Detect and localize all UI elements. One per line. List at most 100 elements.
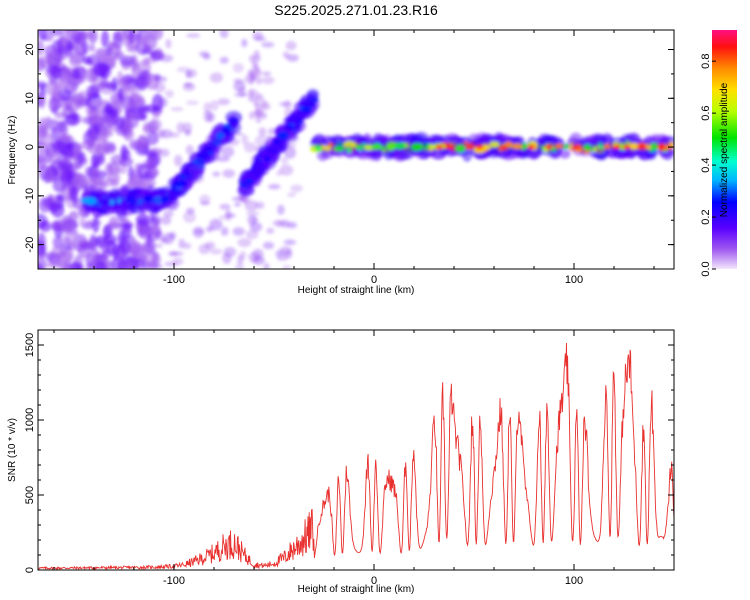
spectrogram-cell [234, 92, 248, 97]
spectrogram-cell [279, 164, 294, 176]
spectrogram-cell [121, 238, 131, 256]
spectrogram-cell [233, 80, 246, 93]
spectrogram-xlabel: Height of straight line (km) [298, 285, 415, 296]
spectrogram-cell [445, 145, 454, 150]
spectrogram-cell [279, 102, 292, 107]
spectrogram-cell [314, 145, 323, 151]
snr-line [38, 342, 674, 570]
spectrogram-cell [262, 241, 275, 250]
spectrogram-cell [583, 144, 592, 151]
spectrogram-cell [254, 167, 262, 173]
spectrogram-cell [219, 203, 231, 210]
spectrogram-cell [559, 148, 571, 159]
spectrogram-cell [264, 154, 271, 163]
spectrogram-cell [209, 72, 223, 83]
spectrogram-cell [262, 71, 272, 77]
spectrogram-cell [499, 145, 508, 150]
spectrogram-cell [38, 30, 48, 41]
spectrogram-cell [38, 240, 47, 256]
spectrogram-cell [333, 146, 346, 152]
colorbar-tick-label: 0.4 [700, 157, 712, 172]
spectrogram-cell [466, 145, 474, 150]
spectrogram-cell [61, 214, 74, 229]
spectrogram-cell [286, 54, 299, 62]
spectrogram-cell [67, 30, 78, 36]
spectrogram-cell [261, 76, 275, 85]
y-tick-label: 500 [24, 486, 36, 504]
spectrogram-cell [38, 81, 48, 89]
spectrogram-cell [411, 143, 424, 151]
spectrogram-cell [219, 30, 229, 39]
spectrogram-cell [216, 132, 225, 140]
spectrogram-cell [255, 115, 262, 124]
spectrogram-cell [657, 145, 666, 150]
spectrogram-cell [150, 119, 162, 131]
spectrogram-cell [176, 122, 185, 134]
spectrogram-cell [164, 261, 178, 267]
spectrogram-cell [84, 197, 97, 205]
spectrogram-cell [38, 39, 45, 56]
spectrogram-ylabel: Frequency (Hz) [7, 116, 18, 185]
spectrogram-cell [244, 200, 258, 212]
spectrogram-cell [266, 227, 275, 234]
spectrogram-cell [140, 110, 148, 121]
x-tick-label: -100 [163, 274, 185, 286]
spectrogram-cell [124, 256, 140, 269]
spectrogram-cell [279, 246, 292, 256]
spectrogram-cell [144, 163, 157, 170]
spectrogram-cell [636, 146, 648, 158]
spectrogram-blobs [38, 30, 674, 269]
spectrogram-cell [393, 142, 407, 149]
spectrogram-cell [103, 56, 118, 63]
spectrogram-cell [62, 232, 77, 246]
spectrogram-cell [183, 242, 192, 250]
snr-xlabel: Height of straight line (km) [298, 584, 415, 595]
y-tick-label: 1000 [24, 408, 36, 432]
spectrogram-cell [628, 143, 640, 150]
spectrogram-cell [143, 104, 159, 113]
spectrogram-cell [430, 147, 447, 160]
spectrogram-cell [224, 213, 236, 218]
spectrogram-cell [154, 230, 162, 238]
spectrogram-cell [96, 136, 109, 151]
spectrogram-cell [273, 139, 281, 145]
spectrogram-cell [90, 108, 99, 117]
spectrogram-cell [622, 145, 631, 150]
spectrogram-cell [79, 217, 86, 228]
spectrogram-cell [78, 90, 87, 105]
spectrogram-cell [346, 147, 353, 153]
spectrogram-cell [246, 211, 260, 216]
spectrogram-cell [277, 131, 290, 140]
spectrogram-cell [126, 45, 139, 53]
spectrogram-cell [223, 247, 237, 258]
spectrogram-cell [45, 116, 52, 124]
spectrogram-cell [126, 101, 137, 109]
spectrogram-cell [216, 156, 230, 162]
spectrogram-cell [70, 178, 79, 186]
spectrogram-cell [237, 255, 244, 266]
spectrogram-cell [129, 178, 145, 188]
spectrogram-cell [200, 201, 210, 206]
spectrogram-cell [97, 82, 106, 90]
spectrogram-cell [57, 133, 72, 143]
spectrogram-cell [234, 202, 241, 207]
spectrogram-cell [282, 264, 291, 269]
spectrogram-cell [148, 147, 163, 155]
spectrogram-cell [87, 123, 101, 142]
colorbar-ticks: 0.0 0.2 0.4 0.6 0.8 [700, 54, 716, 277]
spectrogram-cell [70, 112, 79, 121]
spectrogram-cell [130, 242, 144, 253]
spectrogram-cell [279, 219, 290, 228]
spectrogram-cell [160, 215, 172, 225]
spectrogram-cell [128, 30, 136, 45]
spectrogram-cell [106, 222, 121, 230]
spectrogram-cell [89, 43, 95, 52]
spectrogram-cell [62, 67, 75, 75]
spectrogram-cell [69, 54, 82, 68]
spectrogram-cell [212, 171, 221, 177]
spectrogram-cell [244, 178, 254, 184]
spectrogram-cell [159, 148, 170, 157]
spectrogram-cell [105, 177, 115, 187]
spectrogram-cell [595, 145, 608, 159]
